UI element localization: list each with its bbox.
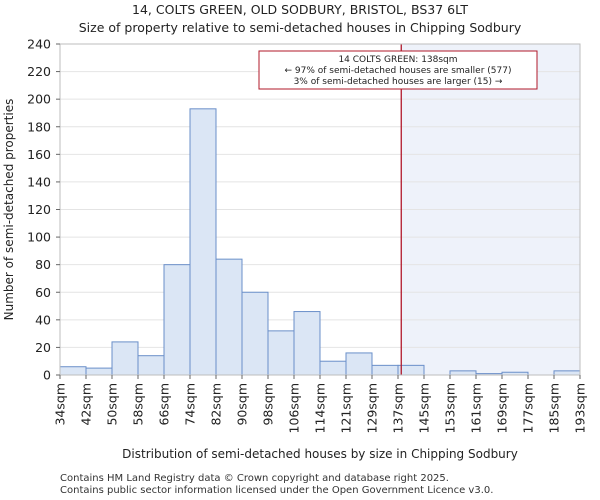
bar-58sqm <box>137 355 165 376</box>
bar-185sqm <box>553 370 581 376</box>
x-tick-labels: 34sqm 42sqm 50sqm 58sqm 66sqm 74sqm 82sqm 90sqm… <box>53 375 588 433</box>
bars <box>59 108 581 376</box>
y-tick-label: 120 <box>27 202 51 217</box>
y-tick-label: 80 <box>35 257 51 272</box>
y-tick-labels: 0 20 40 60 80 100 120 140 160 180 200 220 240 <box>27 37 60 383</box>
x-tick-label: 185sqm <box>547 383 562 433</box>
x-tick-label: 90sqm <box>235 383 250 426</box>
x-tick-label: 121sqm <box>339 383 354 433</box>
y-tick-label: 140 <box>27 174 51 189</box>
x-tick-label: 50sqm <box>105 383 120 426</box>
x-tick-label: 161sqm <box>469 383 484 433</box>
footer-copyright: Contains HM Land Registry data © Crown c… <box>60 473 449 484</box>
x-axis-label: Distribution of semi-detached houses by … <box>122 447 518 461</box>
x-tick-label: 114sqm <box>313 383 328 433</box>
footer-licence: Contains public sector information licen… <box>60 485 494 496</box>
x-tick-label: 74sqm <box>183 383 198 426</box>
y-tick-label: 40 <box>35 312 51 327</box>
x-tick-label: 177sqm <box>521 383 536 433</box>
x-tick-label: 137sqm <box>391 383 406 433</box>
bar-82sqm <box>215 258 243 376</box>
bar-114sqm <box>319 360 347 376</box>
x-tick-label: 66sqm <box>157 383 172 426</box>
annotation-box <box>258 50 538 90</box>
bar-98sqm <box>267 330 295 376</box>
y-tick-label: 160 <box>27 147 51 162</box>
bar-66sqm <box>163 264 191 376</box>
x-tick-label: 129sqm <box>365 383 380 433</box>
bar-34sqm <box>59 366 87 376</box>
bar-129sqm <box>371 364 399 376</box>
x-tick-label: 58sqm <box>131 383 146 426</box>
y-tick-label: 0 <box>43 368 51 383</box>
x-tick-label: 98sqm <box>261 383 276 426</box>
x-tick-label: 169sqm <box>495 383 510 433</box>
y-tick-label: 240 <box>27 37 51 52</box>
y-tick-label: 20 <box>35 340 51 355</box>
x-tick-label: 82sqm <box>209 383 224 426</box>
x-tick-label: 145sqm <box>417 383 432 433</box>
bar-42sqm <box>85 367 113 376</box>
bar-50sqm <box>111 341 139 376</box>
y-tick-label: 220 <box>27 64 51 79</box>
annotation-line-3: 3% of semi-detached houses are larger (1… <box>294 77 503 87</box>
bar-106sqm <box>293 311 321 376</box>
bar-90sqm <box>241 291 269 376</box>
x-tick-label: 193sqm <box>573 383 588 433</box>
y-axis-label: Number of semi-detached properties <box>2 99 16 321</box>
y-tick-label: 200 <box>27 92 51 107</box>
x-tick-label: 42sqm <box>79 383 94 426</box>
x-tick-label: 106sqm <box>287 383 302 433</box>
marker-annotation: 14 COLTS GREEN: 138sqm ← 97% of semi-det… <box>258 50 538 90</box>
bar-74sqm <box>189 108 217 376</box>
bar-121sqm <box>345 352 373 376</box>
bar-153sqm <box>449 370 477 376</box>
y-tick-label: 180 <box>27 119 51 134</box>
annotation-line-1: 14 COLTS GREEN: 138sqm <box>338 55 457 65</box>
x-tick-label: 153sqm <box>443 383 458 433</box>
y-tick-label: 60 <box>35 285 51 300</box>
y-tick-label: 100 <box>27 230 51 245</box>
chart-subtitle: Size of property relative to semi-detach… <box>78 20 522 35</box>
chart-title: 14, COLTS GREEN, OLD SODBURY, BRISTOL, B… <box>132 2 468 17</box>
x-tick-label: 34sqm <box>53 383 68 426</box>
annotation-line-2: ← 97% of semi-detached houses are smalle… <box>285 66 512 76</box>
